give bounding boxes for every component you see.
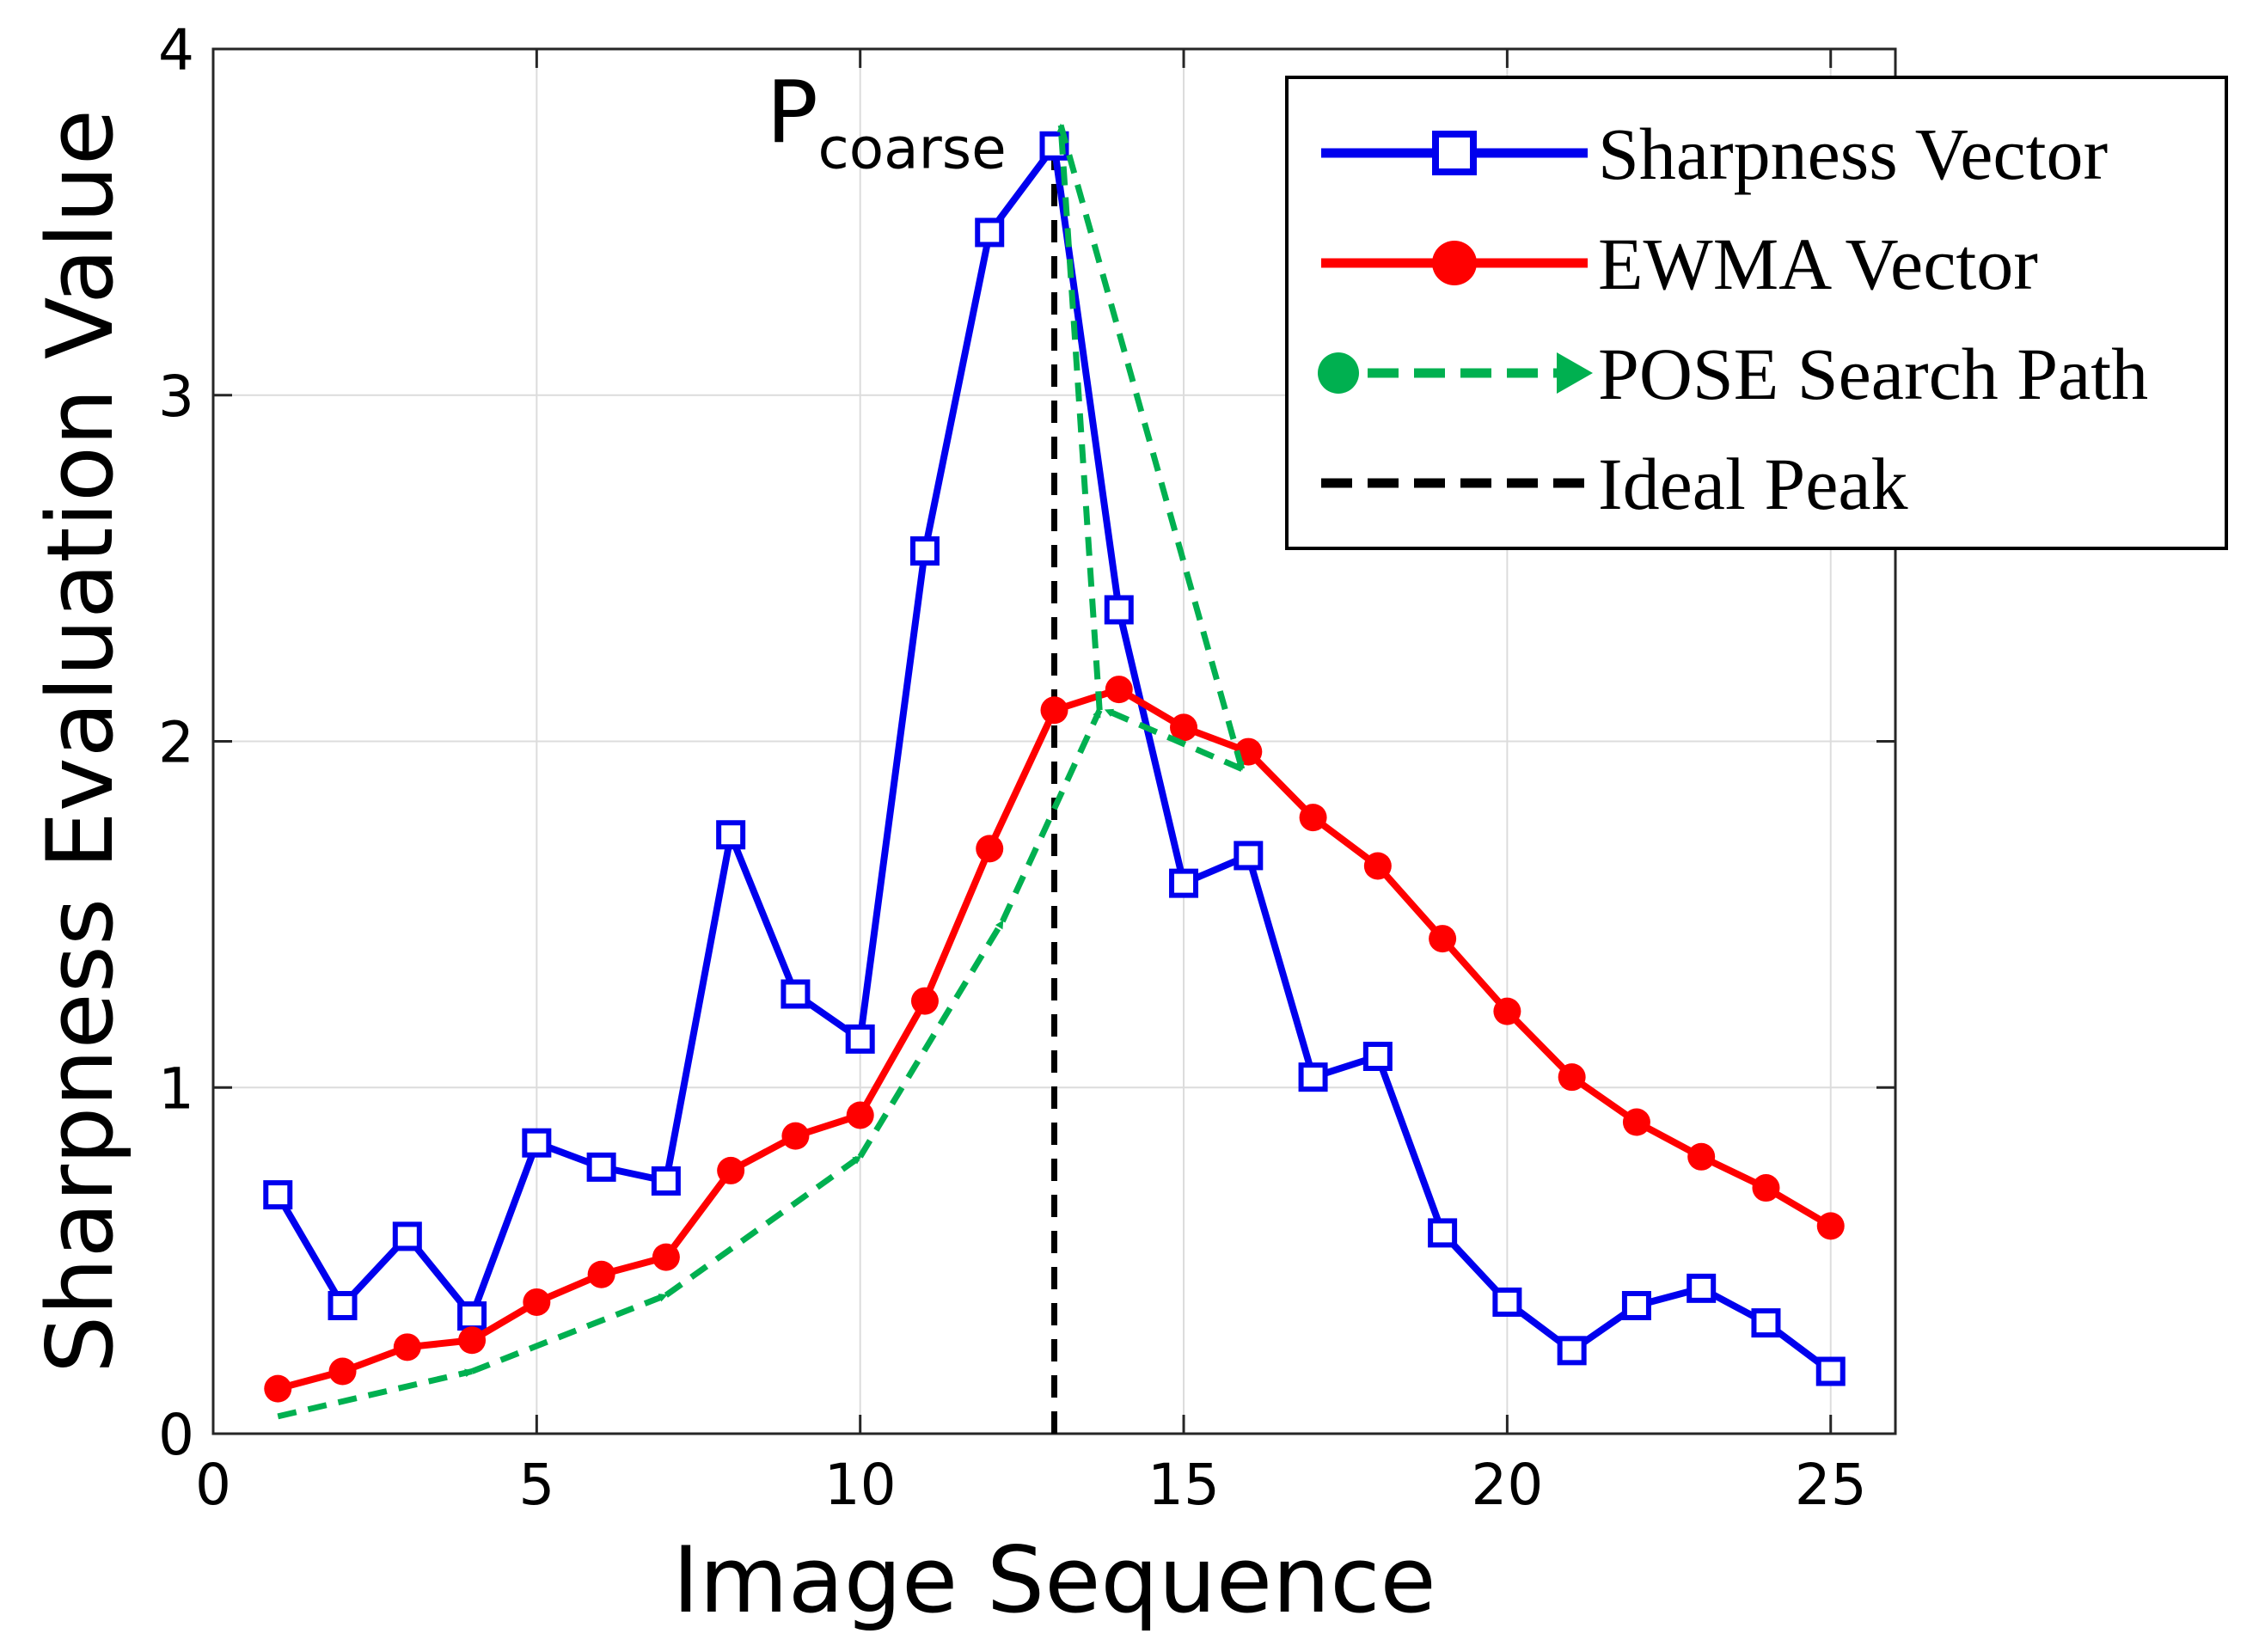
- y-axis-label: Sharpness Evaluation Value: [28, 109, 133, 1374]
- ewma-point: [393, 1333, 421, 1361]
- x-tick-label: 10: [824, 1452, 897, 1518]
- y-tick-label: 2: [158, 710, 194, 776]
- y-tick-label: 0: [158, 1402, 194, 1468]
- sharpness-point: [328, 1290, 358, 1320]
- sharpness-point: [1557, 1336, 1587, 1366]
- legend-arrow-marker: [1557, 352, 1593, 394]
- x-tick-label: 25: [1795, 1452, 1867, 1518]
- sharpness-point: [1428, 1218, 1458, 1248]
- sharpness-point: [1169, 868, 1199, 898]
- x-tick-label: 15: [1148, 1452, 1220, 1518]
- sharpness-point: [845, 1024, 875, 1054]
- legend-label: Sharpness Vector: [1598, 113, 2108, 195]
- x-axis-label: Image Sequence: [672, 1527, 1436, 1633]
- series-layer: [263, 123, 1846, 1434]
- x-tick-label: 5: [518, 1452, 554, 1518]
- sharpness-point: [263, 1180, 293, 1210]
- pose-search-segment: [470, 1292, 668, 1374]
- p-coarse-label: P: [767, 63, 818, 163]
- sharpness-point: [1104, 595, 1134, 625]
- pose-search-segment: [1057, 124, 1246, 771]
- ewma-point: [1429, 925, 1457, 953]
- legend-label: Ideal Peak: [1598, 443, 1908, 525]
- sharpness-point: [781, 979, 811, 1009]
- ewma-point: [1752, 1174, 1780, 1202]
- ewma-point: [910, 987, 939, 1015]
- sharpness-point: [392, 1221, 422, 1251]
- sharpness-point: [1815, 1356, 1846, 1386]
- pose-search-segment: [857, 920, 1006, 1159]
- sharpness-point: [1751, 1308, 1781, 1338]
- sharpness-point: [1621, 1290, 1651, 1320]
- ewma-point: [1105, 676, 1133, 704]
- ewma-point: [1040, 696, 1068, 725]
- ewma-point: [458, 1326, 487, 1355]
- ewma-point: [652, 1243, 680, 1271]
- legend: Sharpness Vector EWMA Vector POSE Search P…: [1285, 76, 2228, 550]
- sharpness-point: [651, 1166, 681, 1196]
- ewma-point: [1558, 1063, 1586, 1092]
- ewma-point: [264, 1374, 292, 1403]
- ewma-point: [846, 1101, 874, 1129]
- y-tick-label: 1: [158, 1055, 194, 1122]
- ewma-point: [1622, 1108, 1650, 1136]
- legend-label: POSE Search Path: [1598, 333, 2148, 415]
- legend-dot-marker: [1318, 352, 1359, 394]
- sharpness-point: [1687, 1273, 1717, 1303]
- pose-search-segment: [664, 1153, 862, 1298]
- sharpness-point: [909, 535, 940, 566]
- pose-search-segment: [1104, 707, 1244, 772]
- y-tick-label: 4: [158, 17, 194, 83]
- ewma-point: [781, 1122, 810, 1150]
- pose-search-segment: [277, 1368, 474, 1420]
- legend-circle-marker: [1432, 241, 1477, 285]
- sharpness-point: [716, 820, 746, 850]
- ewma-point: [1170, 713, 1198, 742]
- sharpness-point: [1234, 841, 1264, 871]
- ewma-point: [587, 1260, 615, 1288]
- ewma-point: [1687, 1142, 1716, 1171]
- sharpness-point: [1492, 1287, 1522, 1317]
- sharpness-point: [522, 1128, 552, 1158]
- legend-label: EWMA Vector: [1598, 223, 2038, 305]
- sharpness-point: [586, 1152, 616, 1182]
- x-tick-label: 20: [1471, 1452, 1543, 1518]
- x-tick-label: 0: [195, 1452, 231, 1518]
- ewma-point: [1363, 852, 1392, 880]
- p-coarse-subscript: coarse: [818, 116, 1007, 182]
- ewma-point: [1816, 1212, 1845, 1240]
- pose-search-segment: [1000, 708, 1103, 923]
- sharpness-point: [1362, 1042, 1393, 1072]
- legend-square-marker: [1432, 131, 1477, 175]
- ewma-point: [717, 1156, 745, 1184]
- ewma-point: [328, 1357, 357, 1386]
- sharpness-point: [457, 1301, 487, 1331]
- ewma-point: [1299, 804, 1327, 832]
- pose-search-segment: [1056, 123, 1103, 711]
- sharpness-point: [1298, 1062, 1328, 1092]
- ewma-point: [523, 1288, 551, 1316]
- sharpness-point: [975, 217, 1005, 248]
- ewma-point: [976, 835, 1004, 863]
- ewma-point: [1493, 997, 1521, 1025]
- y-tick-label: 3: [158, 364, 194, 430]
